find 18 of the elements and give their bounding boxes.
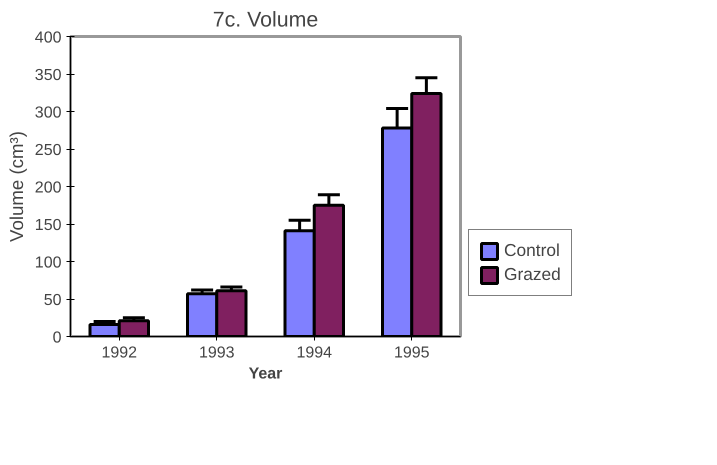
x-axis-title: Year bbox=[248, 366, 282, 382]
legend-label: Grazed bbox=[504, 264, 561, 285]
y-tick-label: 50 bbox=[44, 292, 62, 309]
y-tick-label: 300 bbox=[34, 104, 62, 122]
x-tick-label: 1994 bbox=[296, 344, 332, 362]
chart-title: 7c. Volume bbox=[212, 8, 318, 32]
y-tick-label: 400 bbox=[34, 30, 62, 46]
y-tick-label: 350 bbox=[34, 67, 62, 84]
x-tick-label: 1992 bbox=[101, 344, 138, 362]
x-tick-label: 1993 bbox=[198, 344, 235, 362]
y-tick-label: 200 bbox=[34, 180, 62, 196]
y-axis-title: Volume (cm³) bbox=[6, 131, 27, 242]
y-tick-label: 150 bbox=[34, 217, 62, 234]
legend-label: Control bbox=[504, 240, 560, 261]
y-tick-label: 100 bbox=[34, 254, 62, 272]
x-tick-label: 1995 bbox=[394, 344, 430, 362]
y-tick-label: 0 bbox=[52, 330, 62, 346]
y-tick-label: 250 bbox=[34, 142, 62, 159]
